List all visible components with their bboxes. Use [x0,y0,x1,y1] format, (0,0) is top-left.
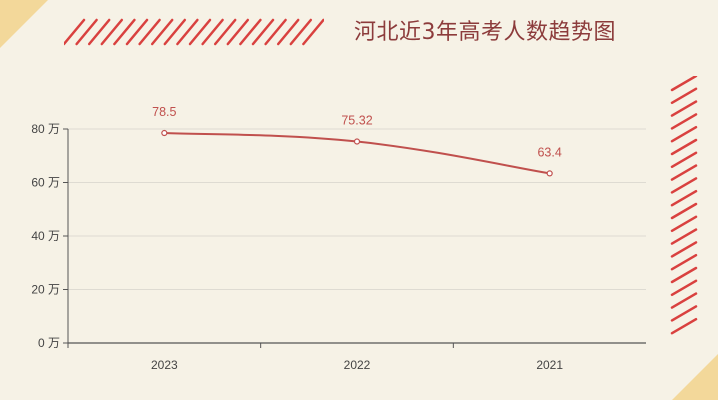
y-tick-label: 20 万 [31,283,60,297]
data-label: 63.4 [537,145,561,159]
data-point [546,170,553,177]
y-tick-label: 80 万 [31,122,60,136]
y-tick-label: 60 万 [31,176,60,190]
x-tick-label: 2023 [151,358,178,372]
corner-decoration-top-left [0,0,48,48]
x-tick-label: 2022 [344,358,371,372]
corner-decoration-bottom-right [672,354,718,400]
data-label: 75.32 [341,114,372,128]
data-point [353,138,361,145]
y-axis: 0 万 20 万 40 万 60 万 80 万 [31,122,69,350]
x-axis: 2023 2022 2021 [67,342,646,372]
x-tick-label: 2021 [536,358,563,372]
stripe-decoration-top [64,18,324,46]
data-label: 78.5 [152,105,176,119]
grid-lines [68,128,646,290]
y-tick-label: 0 万 [38,336,60,350]
data-points [161,129,553,177]
y-tick-label: 40 万 [31,229,60,243]
data-point [161,129,168,137]
stripe-decoration-right [670,76,698,335]
data-labels: 78.5 75.32 63.4 [152,105,562,159]
chart-title: 河北近3年高考人数趋势图 [354,20,616,45]
